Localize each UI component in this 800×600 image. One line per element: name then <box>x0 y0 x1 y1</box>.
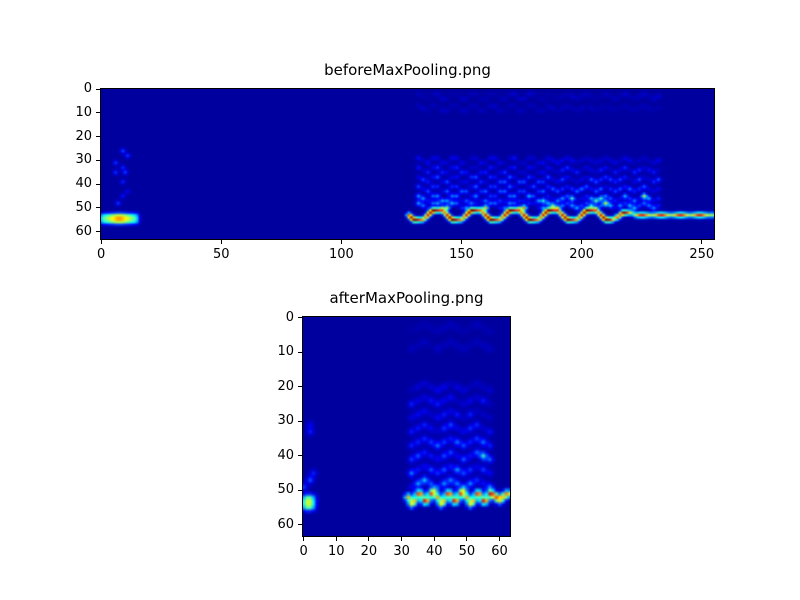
y-tick-label: 0 <box>83 81 92 97</box>
x-tick-label: 60 <box>491 544 508 559</box>
x-tick-mark <box>581 240 583 244</box>
x-tick-label: 50 <box>458 544 476 559</box>
y-tick-label: 30 <box>277 413 294 429</box>
x-tick-label: 150 <box>449 247 474 262</box>
x-tick-label: 30 <box>393 544 410 559</box>
x-tick-label: 250 <box>689 247 715 262</box>
x-tick-mark <box>499 537 501 541</box>
heatmap-image <box>302 316 511 537</box>
x-tick-mark <box>433 537 435 541</box>
y-tick-label: 60 <box>277 516 294 532</box>
x-tick-label: 0 <box>97 247 106 262</box>
y-tick-label: 20 <box>277 378 294 394</box>
y-tick-label: 10 <box>75 104 92 120</box>
plot-after-maxpooling: afterMaxPooling.png 0 10 20 30 40 50 60 0 10 20 30… <box>277 289 511 559</box>
x-tick-mark <box>340 240 342 244</box>
y-tick-label: 40 <box>75 176 92 192</box>
x-tick-mark <box>701 240 703 244</box>
x-tick-mark <box>466 537 468 541</box>
y-tick-label: 10 <box>277 344 294 360</box>
x-tick-label: 50 <box>213 247 230 262</box>
x-tick-mark <box>401 537 403 541</box>
x-tick-label: 0 <box>299 544 308 559</box>
x-tick-label: 40 <box>425 544 443 559</box>
x-tick-mark <box>303 537 305 541</box>
x-tick-label: 200 <box>569 247 595 262</box>
plot-title: afterMaxPooling.png <box>329 289 484 307</box>
y-tick-label: 50 <box>277 482 294 498</box>
x-tick-label: 10 <box>328 544 345 559</box>
x-tick-mark <box>100 240 102 244</box>
y-tick-label: 30 <box>75 152 92 168</box>
plot-before-maxpooling: beforeMaxPooling.png 0 50 100 150 200 250 0 10 2… <box>75 61 715 262</box>
x-tick-label: 100 <box>329 247 354 262</box>
x-tick-mark <box>335 537 337 541</box>
x-tick-mark <box>220 240 222 244</box>
x-tick-mark <box>368 537 370 541</box>
plot-title: beforeMaxPooling.png <box>324 61 491 79</box>
x-tick-label: 20 <box>360 544 378 559</box>
y-tick-label: 50 <box>75 199 92 215</box>
y-tick-label: 0 <box>285 309 294 325</box>
y-tick-label: 60 <box>75 223 92 239</box>
y-tick-label: 20 <box>75 128 92 144</box>
heatmap-image <box>100 88 715 240</box>
x-tick-mark <box>461 240 463 244</box>
y-tick-label: 40 <box>277 447 294 463</box>
